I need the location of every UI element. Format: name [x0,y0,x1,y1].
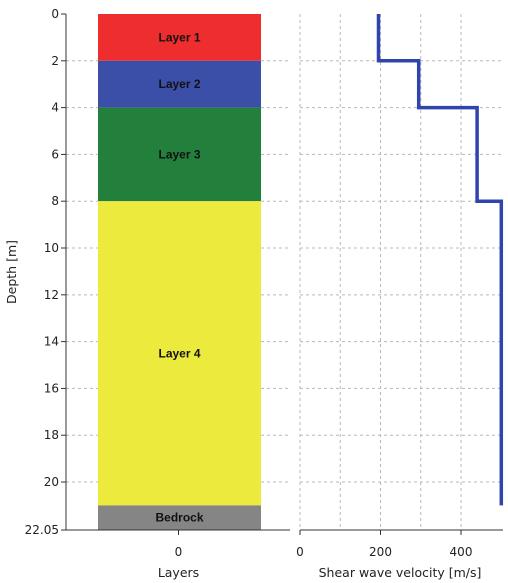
layer-label: Layer 3 [158,147,200,161]
y-tick-label: 14 [44,335,59,349]
y-tick-label: 18 [44,428,59,442]
velocity-profile-line [376,14,504,506]
x-axis-title: Layers [158,565,199,580]
y-axis-title: Depth [m] [4,240,19,304]
y-tick-label: 20 [44,475,59,489]
layer-label: Layer 4 [158,346,200,360]
x-tick-label: 200 [369,545,392,559]
layer-band [98,107,261,202]
y-tick-label: 10 [44,241,59,255]
y-tick-label: 12 [44,288,59,302]
x-tick-label: 0 [175,545,183,559]
layer-band [98,201,261,506]
layer-band [98,60,261,108]
y-tick-label: 16 [44,381,59,395]
layer-label: Bedrock [155,511,203,525]
y-tick-label: 4 [51,101,59,115]
y-tick-label: 22.05 [25,523,59,537]
x-axis-title: Shear wave velocity [m/s] [319,565,482,580]
layer-label: Layer 1 [158,30,200,44]
x-tick-label: 400 [450,545,473,559]
y-tick-label: 6 [51,147,59,161]
y-tick-label: 8 [51,194,59,208]
x-tick-label: 0 [296,545,304,559]
layer-label: Layer 2 [158,77,200,91]
layer-band [98,14,261,61]
layer-band [98,505,261,530]
y-tick-label: 2 [51,54,59,68]
y-tick-label: 0 [51,7,59,21]
